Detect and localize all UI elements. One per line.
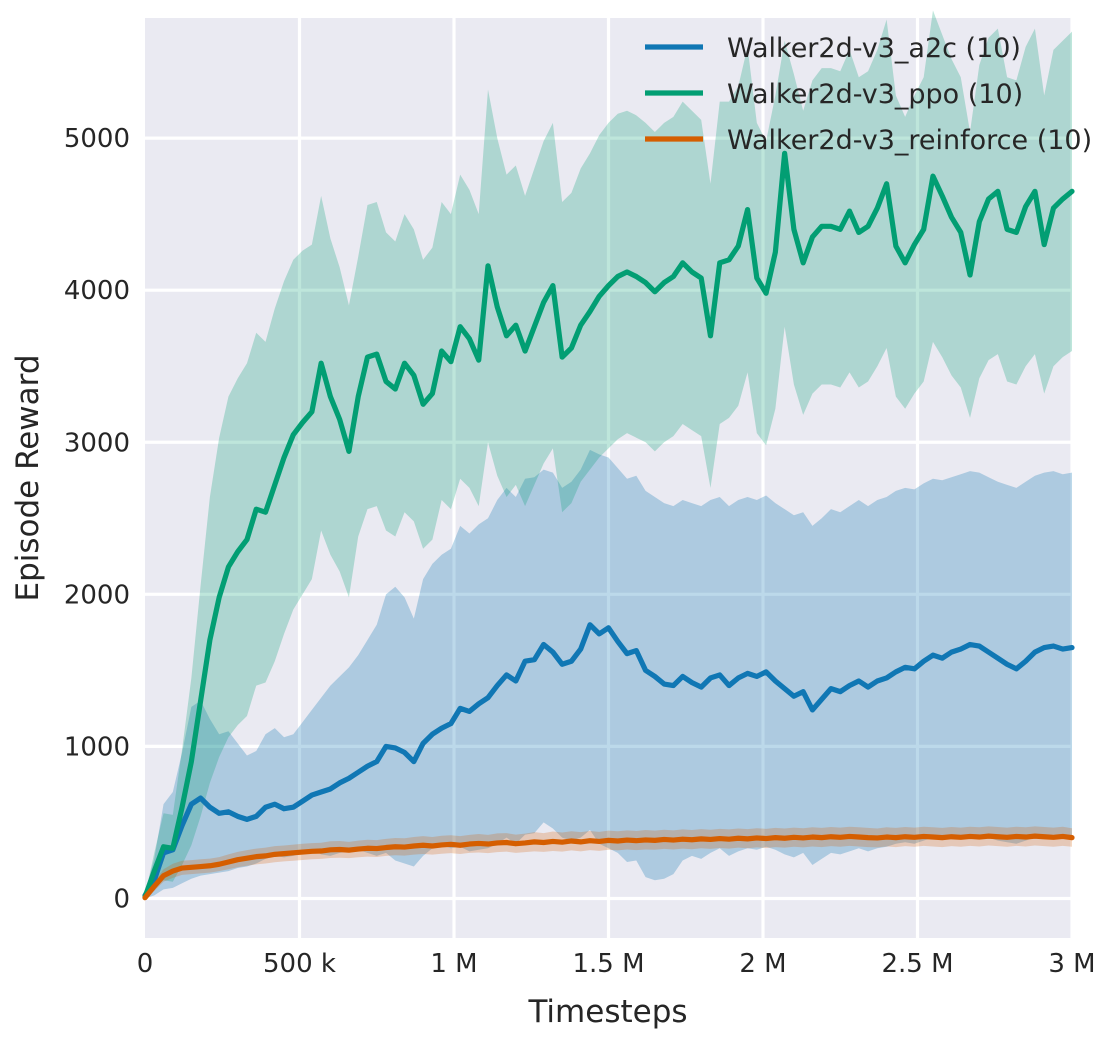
x-tick-label: 500 k: [263, 949, 336, 979]
x-tick-label: 2 M: [739, 949, 786, 979]
series-band-2: [145, 826, 1072, 899]
series-lines: [142, 150, 1075, 901]
y-axis-label: Episode Reward: [10, 354, 46, 601]
y-tick-label: 4000: [64, 276, 130, 306]
y-tick-label: 2000: [64, 580, 130, 610]
y-tick-label: 0: [113, 884, 130, 914]
chart-legend: Walker2d-v3_a2c (10) Walker2d-v3_ppo (10)…: [645, 33, 1092, 156]
legend-label-2: Walker2d-v3_reinforce (10): [727, 125, 1092, 156]
legend-label-0: Walker2d-v3_a2c (10): [727, 33, 1021, 64]
series-line-0: [142, 622, 1075, 899]
x-tick-label: 1 M: [430, 949, 477, 979]
confidence-bands: [145, 10, 1072, 899]
series-line-1: [142, 150, 1075, 900]
y-tick-label: 5000: [64, 124, 130, 154]
x-tick-label: 0: [137, 949, 154, 979]
series-band-0: [145, 449, 1072, 899]
y-tick-label: 3000: [64, 428, 130, 458]
grid-lines: [145, 18, 1074, 938]
x-axis-label: Timesteps: [527, 994, 687, 1030]
series-line-2: [142, 833, 1075, 901]
series-band-1: [145, 10, 1072, 899]
x-tick-label: 3 M: [1048, 949, 1095, 979]
x-tick-label: 2.5 M: [881, 949, 953, 979]
x-tick-label: 1.5 M: [572, 949, 644, 979]
legend-label-1: Walker2d-v3_ppo (10): [727, 79, 1023, 110]
x-axis-tick-labels: 0 500 k 1 M 1.5 M 2 M 2.5 M 3 M: [137, 949, 1096, 979]
y-axis-tick-labels: 0 1000 2000 3000 4000 5000: [64, 124, 130, 914]
y-tick-label: 1000: [64, 732, 130, 762]
